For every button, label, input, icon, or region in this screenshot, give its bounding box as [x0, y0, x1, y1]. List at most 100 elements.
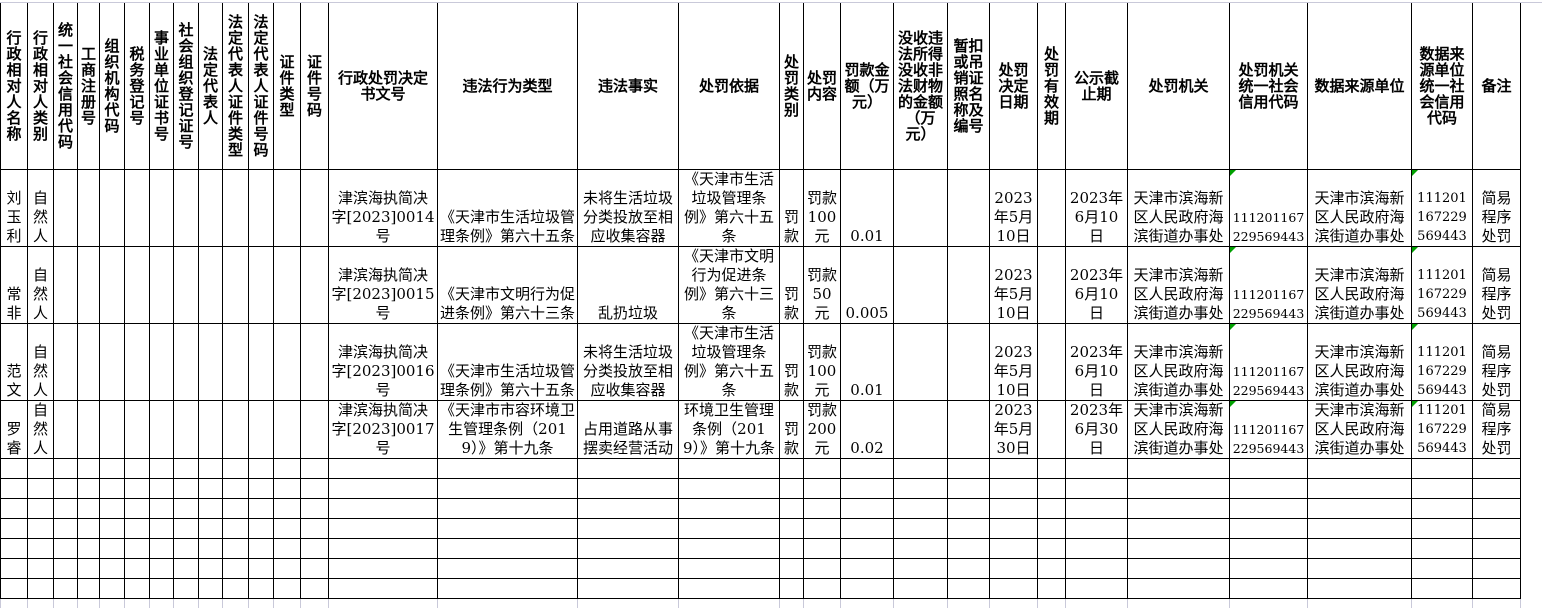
table-cell[interactable]: 天津市滨海新区人民政府海滨街道办事处 [1308, 401, 1412, 459]
table-cell[interactable] [948, 499, 990, 519]
table-cell[interactable] [990, 559, 1038, 579]
table-cell[interactable] [199, 499, 223, 519]
table-cell[interactable] [1230, 499, 1308, 519]
header-cell[interactable]: 法定代表人证件类型 [223, 3, 249, 170]
table-cell[interactable] [1308, 459, 1412, 479]
table-cell[interactable] [990, 579, 1038, 599]
table-cell[interactable] [174, 459, 199, 479]
table-cell[interactable] [894, 539, 948, 559]
table-cell[interactable] [894, 247, 948, 324]
table-cell[interactable] [894, 324, 948, 401]
table-cell[interactable] [1412, 499, 1473, 519]
table-cell[interactable] [329, 479, 438, 499]
table-cell[interactable] [990, 479, 1038, 499]
table-cell[interactable] [1412, 479, 1473, 499]
table-cell[interactable] [301, 579, 329, 599]
table-cell[interactable] [249, 324, 274, 401]
table-cell[interactable] [223, 479, 249, 499]
table-cell[interactable] [804, 479, 841, 499]
table-cell[interactable] [578, 459, 679, 479]
table-cell[interactable]: 2023年6月30日 [1066, 401, 1128, 459]
table-cell[interactable] [1473, 539, 1521, 559]
table-cell[interactable] [1412, 539, 1473, 559]
table-cell[interactable] [948, 479, 990, 499]
table-cell[interactable] [78, 499, 100, 519]
table-cell[interactable] [125, 559, 150, 579]
table-cell[interactable] [1230, 479, 1308, 499]
table-cell[interactable] [249, 559, 274, 579]
table-cell[interactable] [28, 579, 54, 599]
header-cell[interactable]: 处罚类别 [780, 3, 804, 170]
header-cell[interactable]: 事业单位证书号 [150, 3, 174, 170]
table-cell[interactable]: 《天津市市容环境卫生管理条例（2019）》第十九条 [438, 401, 578, 459]
table-cell[interactable] [329, 539, 438, 559]
header-cell[interactable]: 社会组织登记证号 [174, 3, 199, 170]
table-cell[interactable] [780, 539, 804, 559]
table-cell[interactable] [780, 559, 804, 579]
table-cell[interactable] [841, 559, 894, 579]
table-cell[interactable] [990, 459, 1038, 479]
table-cell[interactable] [199, 579, 223, 599]
table-cell[interactable] [1473, 499, 1521, 519]
table-cell[interactable]: 111201167229569443 [1412, 170, 1473, 247]
table-cell[interactable]: 简易程序处罚 [1473, 324, 1521, 401]
table-cell[interactable] [125, 539, 150, 559]
table-cell[interactable] [804, 539, 841, 559]
table-cell[interactable] [841, 499, 894, 519]
table-cell[interactable] [1038, 401, 1066, 459]
table-cell[interactable] [100, 401, 125, 459]
table-cell[interactable] [125, 247, 150, 324]
table-cell[interactable] [438, 579, 578, 599]
table-cell[interactable] [54, 539, 78, 559]
table-cell[interactable]: 2023年5月10日 [990, 247, 1038, 324]
table-cell[interactable]: 罚款 [780, 170, 804, 247]
table-cell[interactable] [329, 499, 438, 519]
table-cell[interactable] [894, 459, 948, 479]
table-cell[interactable]: 环境卫生管理条例（2019）》第十九条 [679, 401, 780, 459]
table-cell[interactable] [804, 459, 841, 479]
table-cell[interactable] [100, 247, 125, 324]
table-cell[interactable] [1308, 539, 1412, 559]
table-cell[interactable] [1038, 459, 1066, 479]
table-cell[interactable]: 111201167229569443 [1412, 401, 1473, 459]
table-cell[interactable] [1038, 479, 1066, 499]
header-cell[interactable]: 违法事实 [578, 3, 679, 170]
table-cell[interactable]: 罚款100元 [804, 324, 841, 401]
table-cell[interactable]: 罚款 [780, 324, 804, 401]
table-cell[interactable] [54, 170, 78, 247]
table-cell[interactable] [199, 401, 223, 459]
header-cell[interactable]: 违法行为类型 [438, 3, 578, 170]
table-cell[interactable] [1308, 559, 1412, 579]
table-cell[interactable]: 未将生活垃圾分类投放至相应收集容器 [578, 170, 679, 247]
table-cell[interactable]: 《天津市生活垃圾管理条例》第六十五条 [438, 170, 578, 247]
header-cell[interactable]: 行政相对人名称 [1, 3, 28, 170]
table-cell[interactable] [301, 499, 329, 519]
table-cell[interactable] [301, 324, 329, 401]
table-cell[interactable] [948, 324, 990, 401]
table-cell[interactable] [174, 539, 199, 559]
table-cell[interactable]: 乱扔垃圾 [578, 247, 679, 324]
table-cell[interactable] [125, 324, 150, 401]
table-cell[interactable] [804, 499, 841, 519]
table-cell[interactable] [438, 539, 578, 559]
table-cell[interactable] [199, 247, 223, 324]
table-cell[interactable] [1308, 579, 1412, 599]
table-cell[interactable] [249, 499, 274, 519]
table-cell[interactable] [274, 247, 301, 324]
table-cell[interactable] [150, 459, 174, 479]
table-cell[interactable] [1412, 559, 1473, 579]
table-cell[interactable] [1473, 579, 1521, 599]
table-cell[interactable] [125, 579, 150, 599]
table-cell[interactable]: 自然人 [28, 324, 54, 401]
table-cell[interactable] [1308, 499, 1412, 519]
table-cell[interactable] [1038, 559, 1066, 579]
table-cell[interactable] [841, 579, 894, 599]
table-cell[interactable]: 0.01 [841, 170, 894, 247]
table-cell[interactable] [1128, 579, 1230, 599]
table-cell[interactable] [174, 247, 199, 324]
table-cell[interactable] [28, 459, 54, 479]
table-cell[interactable] [100, 499, 125, 519]
table-cell[interactable] [301, 559, 329, 579]
table-cell[interactable] [28, 559, 54, 579]
table-cell[interactable] [125, 170, 150, 247]
